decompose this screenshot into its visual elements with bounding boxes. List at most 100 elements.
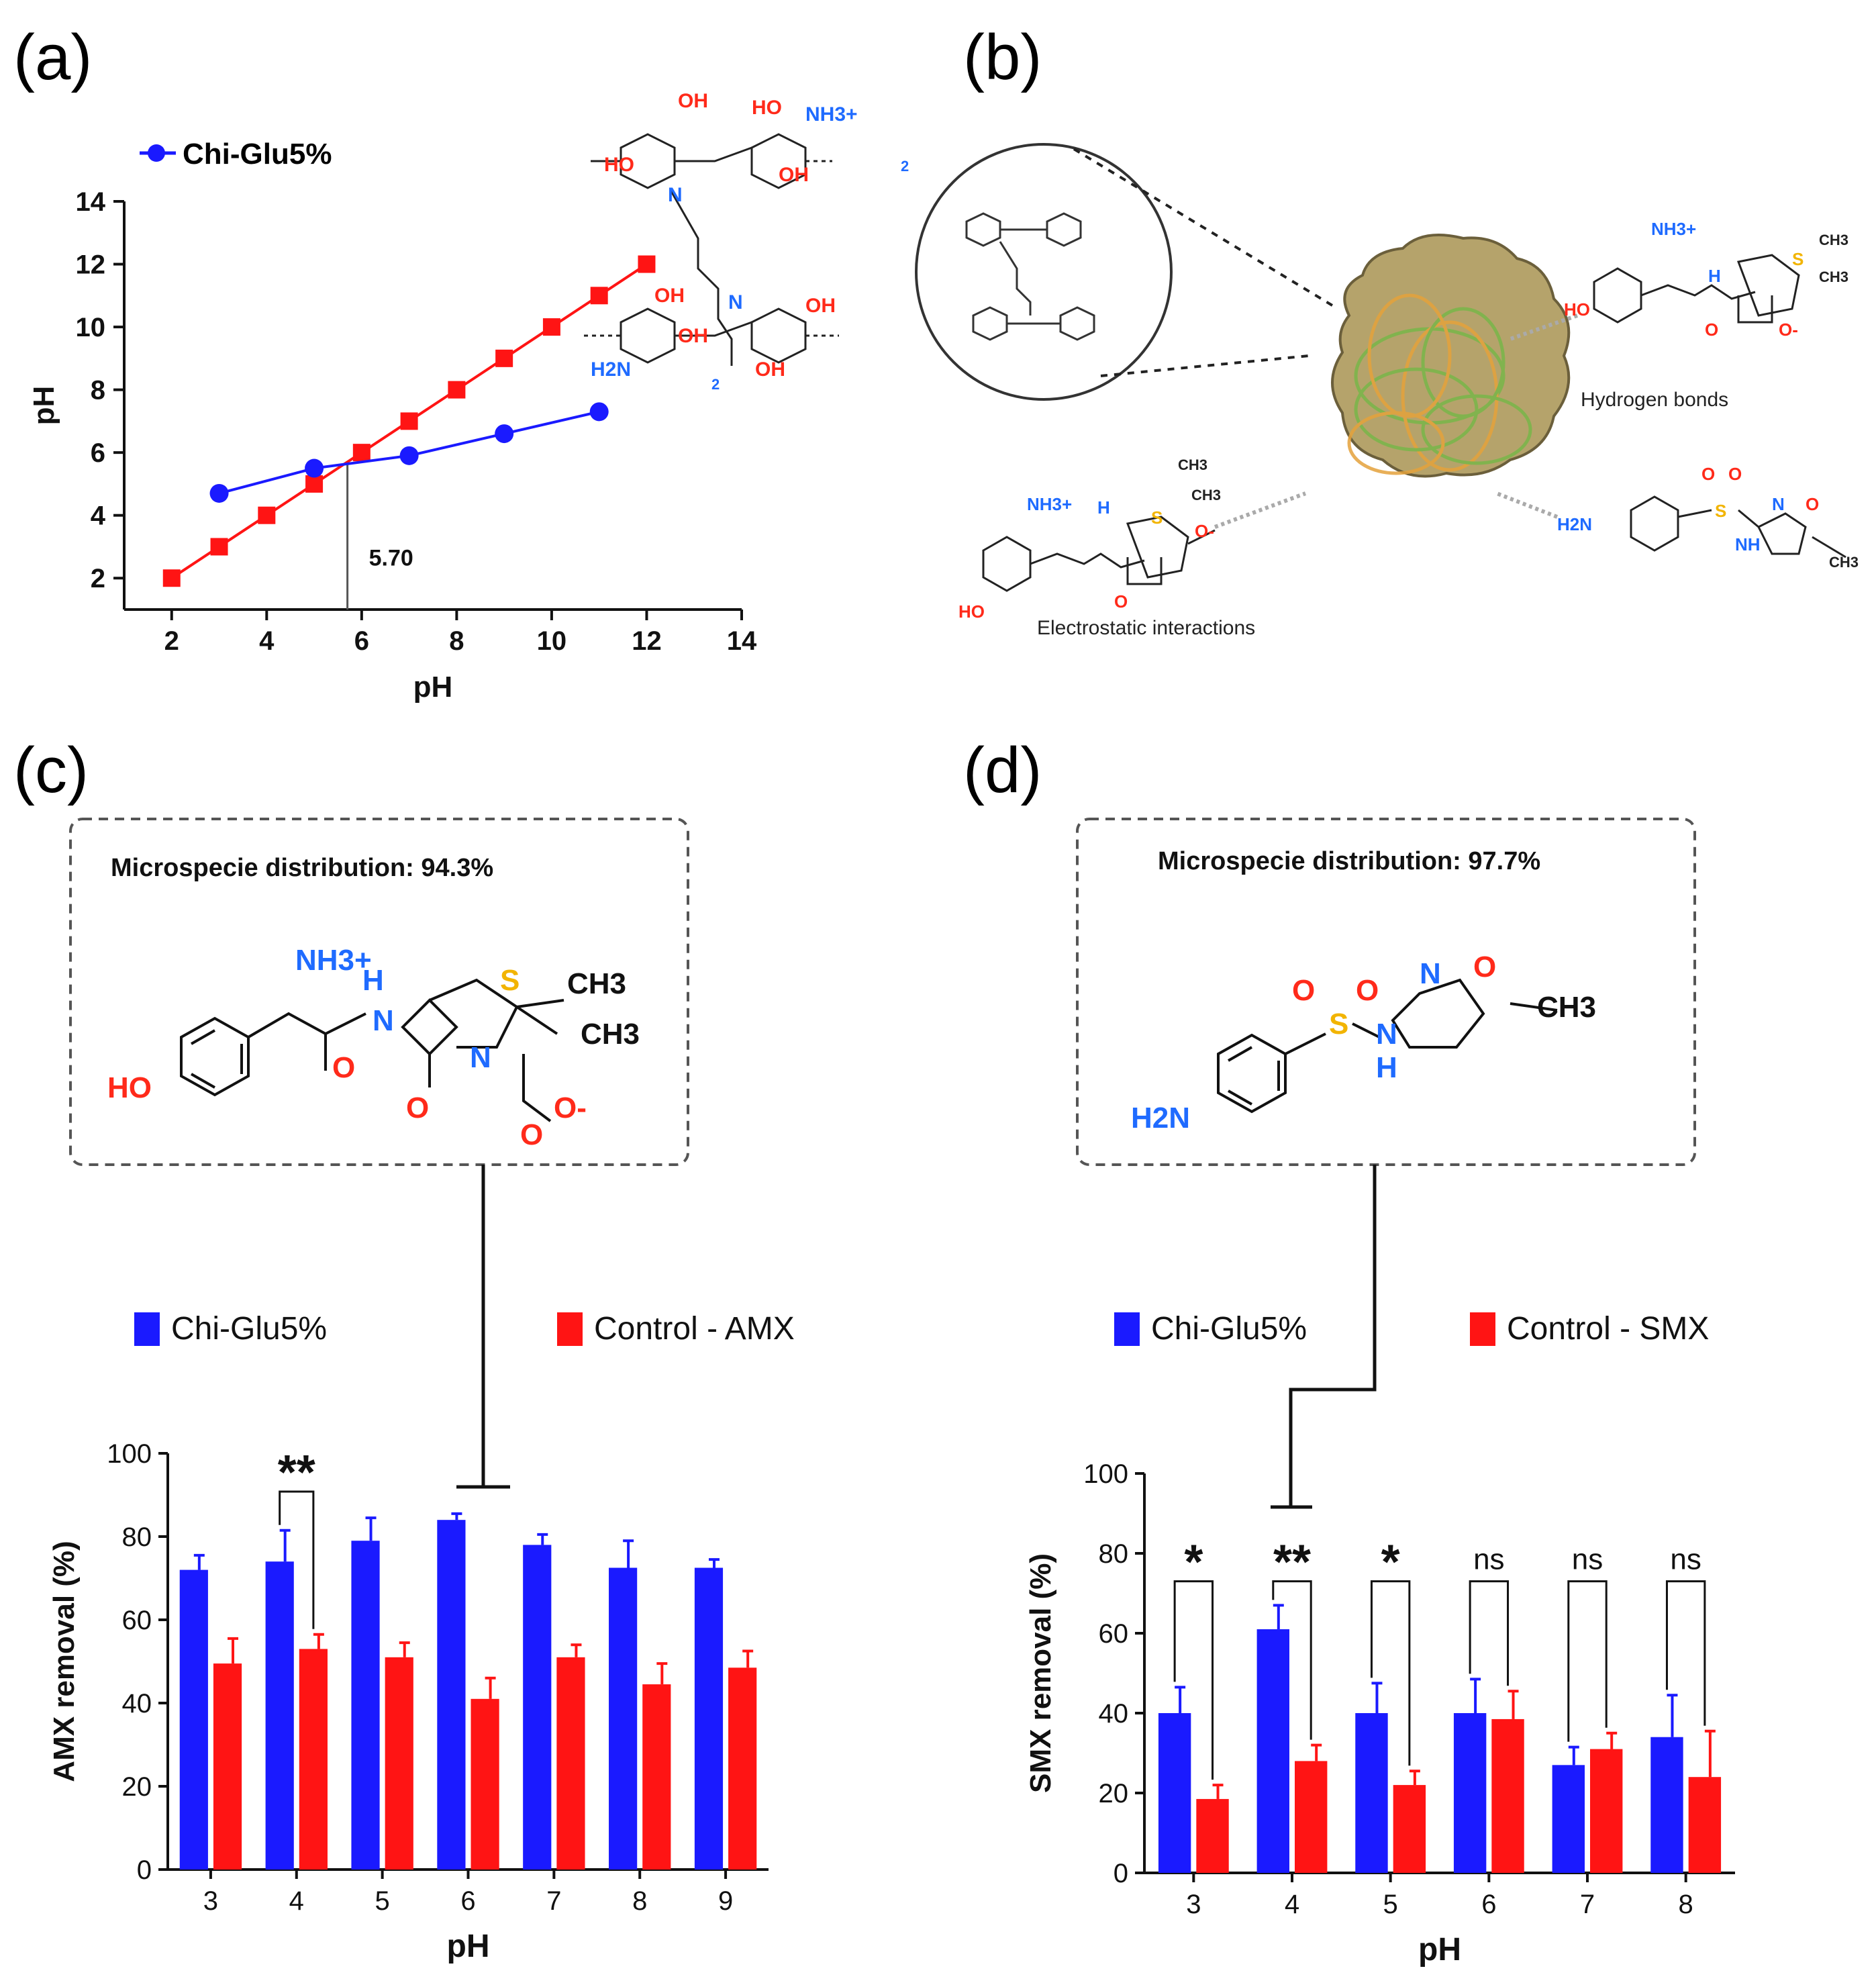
d-bar-blue [1355, 1713, 1388, 1873]
c-bar-red [299, 1649, 328, 1870]
a-point-red [305, 475, 324, 493]
a-y-tick-label: 14 [76, 187, 106, 217]
d-x-tick-label: 5 [1383, 1890, 1398, 1919]
c-y-tick-label: 80 [122, 1522, 152, 1552]
a-point-red [448, 381, 466, 399]
b3-n-label: N [1772, 494, 1785, 514]
a-point-red [590, 287, 608, 305]
b3-nh-label: NH [1735, 534, 1761, 554]
panel-c-legend-chi-glu: Chi-Glu5% [171, 1311, 327, 1347]
b-ch3-label: CH3 [1819, 232, 1848, 248]
c-nh3-label: NH3+ [295, 944, 372, 977]
panel-d-legend-control: Control - SMX [1507, 1311, 1709, 1347]
panel-d-microspecie-label: Microspecie distribution: 97.7% [1158, 847, 1540, 875]
c-x-tick-label: 3 [203, 1886, 218, 1916]
panel-label-d: (d) [963, 734, 1042, 806]
panel-label-c: (c) [13, 734, 89, 806]
d-bar-red [1590, 1749, 1623, 1873]
d-bar-blue [1650, 1737, 1683, 1873]
d-significance-label: ns [1473, 1543, 1504, 1576]
panel-d-legend: Chi-Glu5% Control - SMX [1114, 1311, 1709, 1347]
panel-c-plot: 0 20 40 60 80 100 AMX removal (%) 3 4 ** 5 6 7 8 9 pH [48, 1439, 769, 1964]
panel-d-legend-chi-glu: Chi-Glu5% [1151, 1311, 1307, 1347]
sulfamethoxazole-large-structure-icon [1217, 978, 1558, 1114]
c-bar-blue [523, 1545, 552, 1870]
d-o-label-2: O [1356, 974, 1379, 1007]
c-bar-blue [351, 1541, 380, 1870]
c-bar-blue [265, 1561, 294, 1870]
panel-c-microspecie-box [69, 818, 689, 1166]
d-x-axis-label: pH [1418, 1932, 1461, 1968]
amoxicillin-electrostatic-structure-icon [982, 516, 1216, 592]
d-bar-blue [1256, 1629, 1289, 1873]
d-bar-red [1196, 1798, 1229, 1873]
b3-nh2-label: H2N [1557, 514, 1592, 534]
sulfamethoxazole-large-labels: O O S N H N O CH3 H2N [1131, 951, 1596, 1134]
b2-s-label: S [1151, 507, 1163, 528]
a-point-red [352, 444, 371, 462]
d-n-label: N [1376, 1018, 1397, 1051]
d-y-tick-label: 80 [1099, 1539, 1129, 1569]
d-bar-red [1295, 1761, 1328, 1873]
a-point-blue [589, 402, 609, 422]
c-x-tick-label: 4 [289, 1886, 304, 1916]
c-y-tick-label: 60 [122, 1606, 152, 1635]
c-coo-label: O- [554, 1092, 587, 1124]
a-y-tick-label: 6 [91, 438, 105, 468]
c-bar-red [728, 1667, 757, 1870]
a-y-axis-label: pH [28, 386, 60, 426]
amoxicillin-structure-labels: NH3+ H N S CH3 CH3 N HO O O O O- [107, 944, 640, 1151]
chem-sub2-label-2: 2 [901, 158, 909, 175]
panel-a-legend: Chi-Glu5% [140, 138, 332, 171]
amoxicillin-structure-icon [180, 978, 564, 1122]
zoom-circle [915, 143, 1173, 401]
panel-a-series: 5.70 [162, 255, 656, 610]
c-bar-red [642, 1684, 671, 1870]
legend-swatch-control [557, 1312, 583, 1346]
legend-swatch-control-d [1470, 1312, 1495, 1346]
sulfamethoxazole-labels: H2N S O O NH N O CH3 [1557, 464, 1859, 571]
c-o-label-2: O [406, 1092, 429, 1124]
panel-label-a: (a) [13, 21, 92, 93]
a-intersection-label: 5.70 [369, 546, 413, 571]
panel-c-bar-chart: Microspecie distribution: 94.3% NH3+ H N… [48, 818, 795, 1964]
hydrogen-bonds-label: Hydrogen bonds [1581, 389, 1728, 411]
a-point-red [400, 412, 418, 430]
a-point-blue [305, 458, 324, 478]
c-s-label: S [500, 964, 520, 997]
b3-o-label: O [1701, 464, 1715, 484]
nanoparticle-sphere-icon [1331, 234, 1571, 478]
panel-d-plot: 0 20 40 60 80 100 SMX removal (%) 3 * 4 ** 5 * 6 ns 7 ns… [1024, 1459, 1735, 1968]
chitosan-glu-labels: OH HO NH3+ HO OH N N OH OH OH H2N OH 2 2 [591, 90, 909, 393]
c-o-label: O [332, 1051, 355, 1084]
d-significance-bracket [1567, 1580, 1608, 1742]
a-point-red [162, 569, 181, 587]
b-ch3-label-2: CH3 [1819, 269, 1848, 285]
chem-nh2-label: H2N [591, 358, 631, 381]
c-ch3-label: CH3 [567, 967, 626, 1000]
a-point-red [210, 538, 228, 556]
chem-oh-label-6: OH [755, 358, 785, 381]
a-point-red [495, 349, 513, 367]
chem-oh-label-5: OH [678, 325, 708, 347]
d-bar-blue [1552, 1765, 1585, 1873]
c-ho-label: HO [107, 1071, 152, 1104]
b2-nh3-label: NH3+ [1027, 494, 1072, 514]
d-bar-blue [1453, 1713, 1487, 1873]
chem-sub2-label: 2 [711, 376, 720, 393]
b2-ho-label: HO [958, 601, 985, 622]
a-y-tick-label: 10 [76, 313, 106, 342]
sulfamethoxazole-structure-icon [1630, 495, 1846, 559]
chem-oh-label-4: OH [805, 295, 836, 317]
b-s-label: S [1792, 249, 1804, 269]
d-significance-bracket [1370, 1580, 1411, 1766]
panel-c-legend: Chi-Glu5% Control - AMX [134, 1311, 795, 1347]
c-x-tick-label: 8 [632, 1886, 647, 1916]
d-s-label: S [1329, 1008, 1348, 1040]
legend-swatch-chi-glu-d [1114, 1312, 1140, 1346]
c-y-tick-label: 0 [137, 1855, 152, 1885]
a-x-tick-label: 8 [449, 626, 464, 656]
c-x-tick-label: 5 [375, 1886, 390, 1916]
d-nh2-label: H2N [1131, 1102, 1190, 1134]
